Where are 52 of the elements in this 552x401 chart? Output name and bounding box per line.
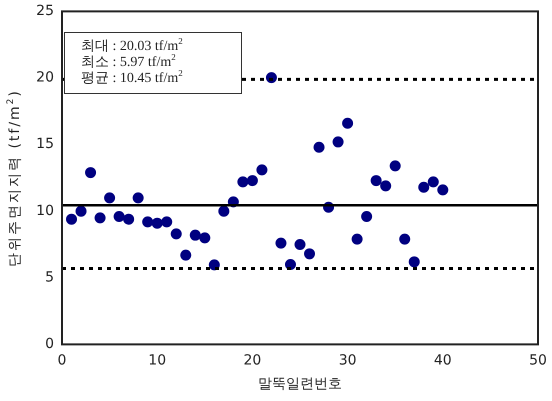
point bbox=[114, 211, 125, 222]
point bbox=[418, 182, 430, 193]
y-tick-label: 15 bbox=[36, 136, 54, 152]
point bbox=[390, 160, 401, 172]
point bbox=[190, 230, 201, 241]
point bbox=[399, 234, 410, 245]
point bbox=[437, 184, 448, 196]
point bbox=[352, 234, 363, 245]
point bbox=[66, 214, 78, 225]
point bbox=[408, 256, 420, 268]
x-tick-label: 20 bbox=[243, 352, 262, 368]
point bbox=[142, 216, 154, 228]
point bbox=[132, 192, 144, 204]
point bbox=[94, 212, 106, 224]
point bbox=[294, 239, 306, 250]
y-tick-label: 20 bbox=[36, 70, 54, 86]
point bbox=[218, 206, 230, 217]
note-box: 최대 : 20.03 tf/m$^{2}$ 최소 : 5.97 tf/m$^{2}$ 평균 : 10.45 tf/m$^{2}$ bbox=[64, 32, 242, 94]
point bbox=[199, 232, 210, 244]
point bbox=[104, 192, 116, 204]
point bbox=[275, 238, 286, 249]
point bbox=[180, 250, 192, 261]
point bbox=[304, 248, 316, 260]
point bbox=[170, 228, 182, 240]
x-tick-label: 30 bbox=[338, 352, 357, 368]
y-tick-label: 5 bbox=[45, 269, 54, 286]
point bbox=[123, 214, 134, 225]
point bbox=[237, 176, 248, 188]
y-tick-label: 10 bbox=[36, 202, 54, 219]
point bbox=[76, 206, 87, 217]
point bbox=[246, 175, 258, 186]
point bbox=[314, 142, 325, 153]
y-tick-label: 0 bbox=[45, 336, 54, 352]
annotation: 평균 : 10.45 tf/m$^{2}$ bbox=[81, 68, 184, 87]
point bbox=[256, 164, 268, 176]
point bbox=[152, 218, 163, 229]
point bbox=[161, 216, 172, 228]
point bbox=[428, 176, 439, 188]
point bbox=[380, 180, 392, 192]
x-tick-label: 0 bbox=[58, 352, 66, 368]
point bbox=[361, 211, 372, 222]
point bbox=[370, 175, 382, 186]
x-tick-label: 10 bbox=[148, 352, 166, 368]
y-tick-label: 25 bbox=[36, 3, 54, 20]
x-tick-label: 50 bbox=[529, 352, 547, 368]
point bbox=[85, 167, 96, 178]
annotation: 최대 : 20.03 tf/m$^{2}$ bbox=[81, 36, 184, 54]
point bbox=[332, 136, 344, 148]
x-axis-title: 말뚝일련번호 bbox=[258, 376, 342, 392]
x-tick-label: 40 bbox=[434, 352, 452, 368]
annotation: 최소 : 5.97 tf/m$^{2}$ bbox=[81, 52, 176, 70]
point bbox=[342, 118, 354, 129]
